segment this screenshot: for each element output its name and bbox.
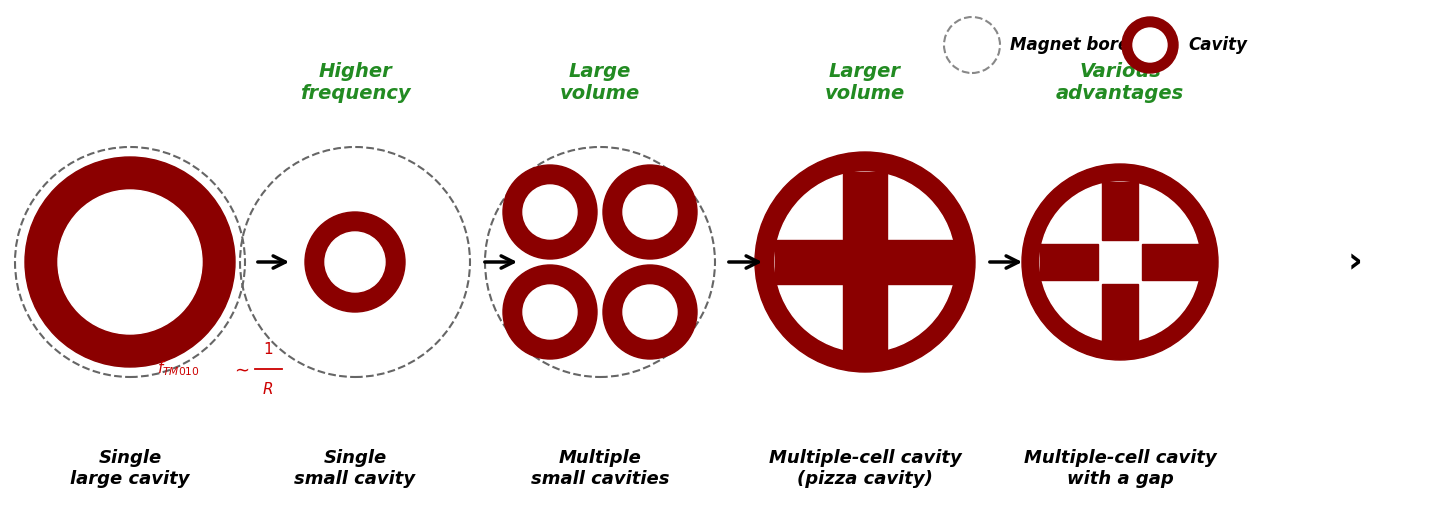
Circle shape <box>305 212 405 312</box>
Polygon shape <box>1102 284 1138 342</box>
Text: Magnet bore: Magnet bore <box>1009 36 1129 54</box>
Circle shape <box>755 152 975 372</box>
Circle shape <box>1040 182 1200 342</box>
Text: Various
advantages: Various advantages <box>1056 62 1184 103</box>
Circle shape <box>24 157 235 367</box>
Circle shape <box>1133 28 1166 62</box>
Circle shape <box>325 232 384 292</box>
Circle shape <box>523 185 577 239</box>
Text: Single
small cavity: Single small cavity <box>294 449 416 488</box>
Circle shape <box>523 285 577 339</box>
Text: 1: 1 <box>264 342 272 357</box>
Polygon shape <box>1102 182 1138 240</box>
Circle shape <box>603 165 697 259</box>
Circle shape <box>503 265 598 359</box>
Polygon shape <box>842 172 887 352</box>
Circle shape <box>603 265 697 359</box>
Circle shape <box>58 190 202 334</box>
Text: $f_{TM010}$: $f_{TM010}$ <box>157 360 200 378</box>
Text: Single
large cavity: Single large cavity <box>71 449 190 488</box>
Text: Multiple-cell cavity
(pizza cavity): Multiple-cell cavity (pizza cavity) <box>769 449 962 488</box>
Text: Multiple
small cavities: Multiple small cavities <box>531 449 670 488</box>
Text: Larger
volume: Larger volume <box>825 62 906 103</box>
Circle shape <box>1122 17 1178 73</box>
Polygon shape <box>1040 244 1097 280</box>
Circle shape <box>775 172 955 352</box>
Circle shape <box>624 285 677 339</box>
Text: Multiple-cell cavity
with a gap: Multiple-cell cavity with a gap <box>1024 449 1217 488</box>
Text: ›: › <box>1348 245 1362 279</box>
Polygon shape <box>775 240 955 284</box>
Circle shape <box>624 185 677 239</box>
Circle shape <box>1022 164 1218 360</box>
Text: Cavity: Cavity <box>1188 36 1247 54</box>
Text: Higher
frequency: Higher frequency <box>300 62 410 103</box>
Polygon shape <box>1142 244 1200 280</box>
Text: Large
volume: Large volume <box>560 62 641 103</box>
Circle shape <box>503 165 598 259</box>
Text: R: R <box>262 382 274 397</box>
Text: $\sim$: $\sim$ <box>230 360 249 378</box>
